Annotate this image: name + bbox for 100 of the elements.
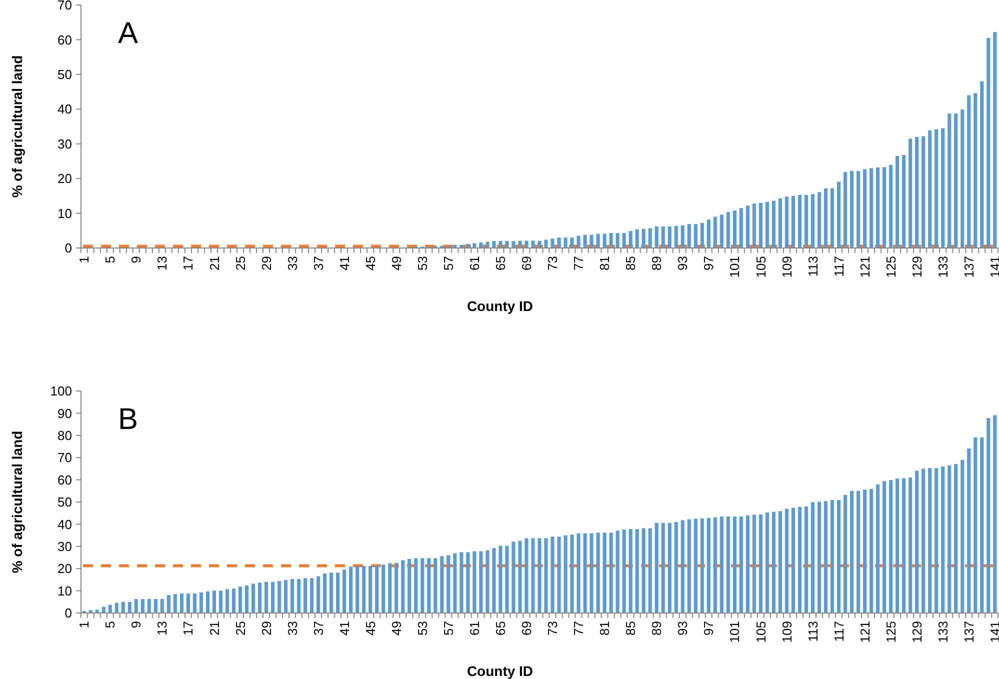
bar <box>564 535 568 613</box>
bar <box>296 579 301 613</box>
bar <box>570 534 574 613</box>
bar <box>784 196 789 248</box>
bar <box>706 220 710 248</box>
x-tick-label: 33 <box>284 621 300 636</box>
bar <box>434 558 438 613</box>
x-tick-label: 85 <box>623 256 638 270</box>
bar <box>863 169 867 248</box>
bar <box>154 599 158 613</box>
bar <box>270 582 275 613</box>
bar <box>661 226 665 248</box>
bar <box>544 240 548 248</box>
bar <box>382 564 386 613</box>
bar <box>960 460 964 613</box>
bar <box>928 468 932 613</box>
bar <box>498 546 502 613</box>
bar <box>850 170 854 248</box>
bar <box>941 466 945 613</box>
bar <box>258 582 262 613</box>
x-tick-label: 37 <box>310 621 326 636</box>
bar <box>804 506 808 613</box>
bar <box>726 516 730 613</box>
bar <box>316 576 320 613</box>
y-tick-label: 30 <box>58 538 72 554</box>
bar <box>889 480 893 613</box>
bar <box>986 38 990 248</box>
bar <box>863 490 867 613</box>
bar <box>850 490 854 613</box>
bar <box>687 519 691 613</box>
x-axis-title: County ID <box>466 298 534 314</box>
bar <box>218 590 222 613</box>
bar <box>628 529 632 613</box>
x-tick-label: 65 <box>493 621 508 636</box>
bar <box>726 212 730 248</box>
bar <box>642 228 646 248</box>
x-tick-label: 41 <box>336 621 352 636</box>
x-tick-label: 45 <box>362 256 378 270</box>
bar <box>472 551 476 613</box>
x-tick-label: 9 <box>128 256 144 264</box>
bar <box>680 225 684 248</box>
bar <box>856 490 860 613</box>
bar <box>870 488 874 613</box>
x-tick-label: 89 <box>649 621 664 636</box>
bar <box>960 109 964 248</box>
bar <box>323 573 327 613</box>
bar <box>654 226 658 248</box>
bar <box>889 165 893 248</box>
bar <box>980 437 984 613</box>
bar <box>778 198 782 248</box>
x-tick-label: 109 <box>779 621 794 643</box>
x-tick-label: 125 <box>883 621 898 643</box>
x-tick-label: 97 <box>701 256 716 270</box>
bar <box>590 234 594 248</box>
bar <box>700 518 704 613</box>
bar <box>284 580 288 613</box>
bar <box>199 592 203 613</box>
bar <box>758 514 762 613</box>
bar <box>896 156 900 248</box>
bar <box>160 599 164 613</box>
x-tick-label: 1 <box>76 256 92 264</box>
bar <box>810 194 815 248</box>
x-tick-label: 49 <box>388 256 404 270</box>
bar <box>596 234 600 248</box>
x-tick-label: 13 <box>154 621 170 636</box>
y-tick-label: 20 <box>58 561 72 576</box>
bar <box>680 520 684 613</box>
bar <box>694 518 698 613</box>
x-tick-label: 93 <box>675 621 690 636</box>
x-tick-label: 77 <box>571 256 586 270</box>
bar <box>134 599 138 613</box>
bar <box>564 238 568 248</box>
bar <box>896 478 900 613</box>
bar <box>700 223 704 248</box>
x-tick-label: 93 <box>675 256 690 270</box>
bar <box>720 516 724 613</box>
bar <box>635 229 639 248</box>
bar <box>791 508 796 613</box>
bar <box>472 243 476 248</box>
bar <box>244 585 249 613</box>
bar <box>635 529 639 613</box>
x-tick-label: 57 <box>440 621 456 636</box>
bar <box>538 538 542 613</box>
bar <box>518 240 522 248</box>
bar <box>974 437 978 613</box>
bar <box>752 514 756 613</box>
bar <box>668 522 672 613</box>
bar <box>843 172 848 248</box>
bar <box>642 528 646 613</box>
x-tick-label: 133 <box>935 621 950 643</box>
x-tick-label: 141 <box>987 621 999 643</box>
x-tick-label: 101 <box>727 256 742 278</box>
bar <box>336 572 340 613</box>
bar <box>251 584 256 613</box>
x-tick-label: 121 <box>857 621 872 643</box>
x-tick-label: 5 <box>102 621 118 628</box>
bar <box>570 238 574 248</box>
bar <box>342 569 346 613</box>
bar <box>238 586 242 613</box>
x-tick-label: 61 <box>466 256 482 270</box>
